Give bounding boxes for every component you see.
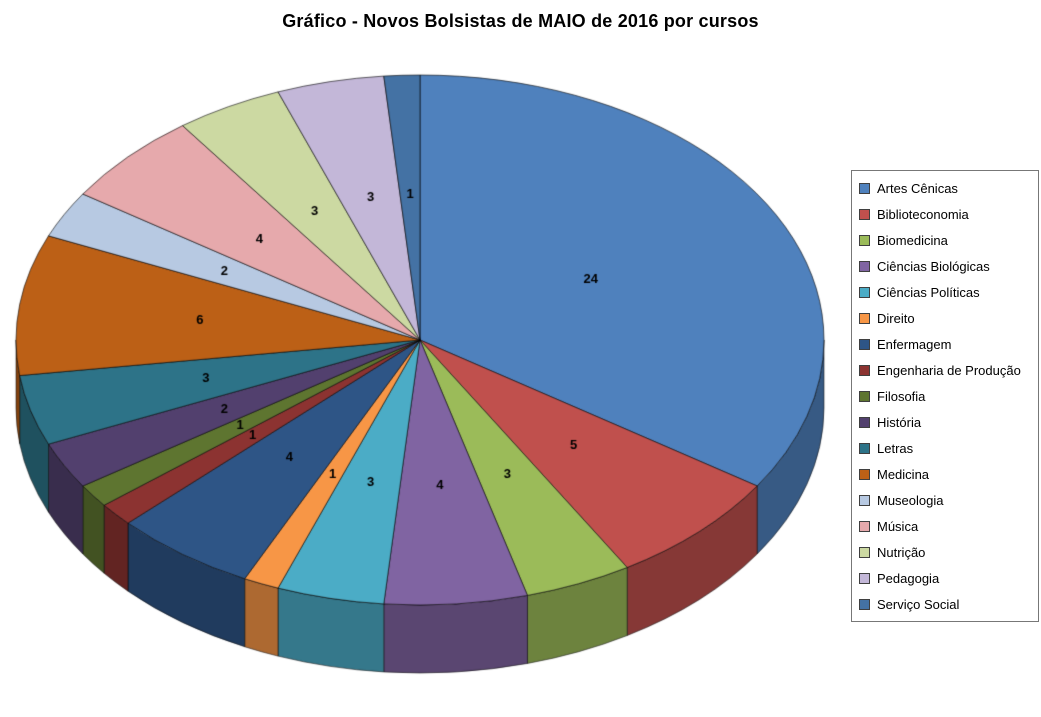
- pie-chart-canvas: [0, 0, 852, 717]
- legend-swatch: [859, 494, 870, 506]
- legend-item: Serviço Social: [859, 591, 1036, 617]
- legend-label: Biomedicina: [877, 232, 948, 248]
- legend-swatch: [859, 598, 870, 610]
- legend-item: Biomedicina: [859, 227, 1036, 253]
- legend-swatch: [859, 260, 870, 272]
- legend-item: Filosofia: [859, 383, 1036, 409]
- legend-label: Nutrição: [877, 544, 926, 560]
- legend-label: Artes Cênicas: [877, 180, 958, 196]
- legend-swatch: [859, 208, 870, 220]
- legend-label: Engenharia de Produção: [877, 362, 1021, 378]
- legend-item: Ciências Biológicas: [859, 253, 1036, 279]
- legend-item: Medicina: [859, 461, 1036, 487]
- legend-label: Enfermagem: [877, 336, 952, 352]
- legend-item: Enfermagem: [859, 331, 1036, 357]
- legend-label: Ciências Políticas: [877, 284, 980, 300]
- legend-label: Medicina: [877, 466, 930, 482]
- legend-label: Serviço Social: [877, 596, 960, 612]
- legend-label: Pedagogia: [877, 570, 940, 586]
- legend-label: Música: [877, 518, 919, 534]
- legend-item: Ciências Políticas: [859, 279, 1036, 305]
- legend-swatch: [859, 234, 870, 246]
- legend-item: História: [859, 409, 1036, 435]
- legend-swatch: [859, 520, 870, 532]
- legend-label: Museologia: [877, 492, 944, 508]
- legend-swatch: [859, 364, 870, 376]
- legend-item: Museologia: [859, 487, 1036, 513]
- legend-swatch: [859, 442, 870, 454]
- legend-label: Filosofia: [877, 388, 926, 404]
- legend-label: Direito: [877, 310, 915, 326]
- legend-swatch: [859, 546, 870, 558]
- legend-swatch: [859, 182, 870, 194]
- legend-label: Ciências Biológicas: [877, 258, 990, 274]
- legend-item: Engenharia de Produção: [859, 357, 1036, 383]
- legend-swatch: [859, 572, 870, 584]
- legend: Artes Cênicas Biblioteconomia Biomedicina C…: [851, 170, 1039, 622]
- legend-label: Letras: [877, 440, 914, 456]
- legend-label: História: [877, 414, 922, 430]
- legend-swatch: [859, 286, 870, 298]
- legend-item: Música: [859, 513, 1036, 539]
- legend-item: Letras: [859, 435, 1036, 461]
- legend-label: Biblioteconomia: [877, 206, 969, 222]
- legend-swatch: [859, 390, 870, 402]
- legend-swatch: [859, 416, 870, 428]
- legend-item: Direito: [859, 305, 1036, 331]
- legend-item: Nutrição: [859, 539, 1036, 565]
- legend-item: Artes Cênicas: [859, 175, 1036, 201]
- legend-swatch: [859, 338, 870, 350]
- legend-item: Pedagogia: [859, 565, 1036, 591]
- legend-item: Biblioteconomia: [859, 201, 1036, 227]
- legend-swatch: [859, 312, 870, 324]
- legend-swatch: [859, 468, 870, 480]
